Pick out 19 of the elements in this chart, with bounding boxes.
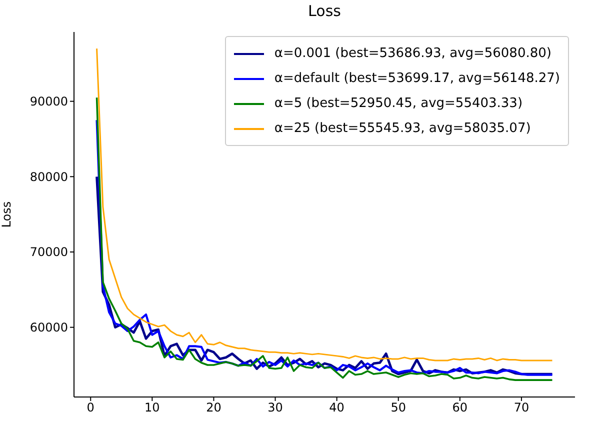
x-tick-label: 40 — [329, 400, 344, 415]
x-tick-label: 10 — [144, 400, 160, 415]
y-tick-label: 70000 — [30, 245, 68, 260]
legend-label: α=5 (best=52950.45, avg=55403.33) — [274, 95, 523, 113]
x-tick-label: 50 — [390, 400, 406, 415]
x-tick-label: 20 — [206, 400, 222, 415]
x-tick-label: 70 — [514, 400, 530, 415]
y-tick-label: 90000 — [30, 94, 68, 109]
y-tick-label: 80000 — [30, 170, 68, 184]
y-tick-label: 60000 — [30, 320, 68, 335]
y-axis-title: Loss — [0, 201, 14, 228]
x-tick-label: 30 — [268, 400, 283, 415]
legend-label: α=25 (best=55545.93, avg=58035.07) — [274, 120, 531, 138]
x-tick-label: 0 — [86, 400, 94, 415]
legend-label: α=0.001 (best=53686.93, avg=56080.80) — [274, 45, 552, 63]
legend-label: α=default (best=53699.17, avg=56148.27) — [274, 70, 560, 88]
chart-title: Loss — [307, 2, 342, 20]
x-tick-label: 60 — [452, 400, 468, 415]
line-series — [96, 175, 554, 376]
